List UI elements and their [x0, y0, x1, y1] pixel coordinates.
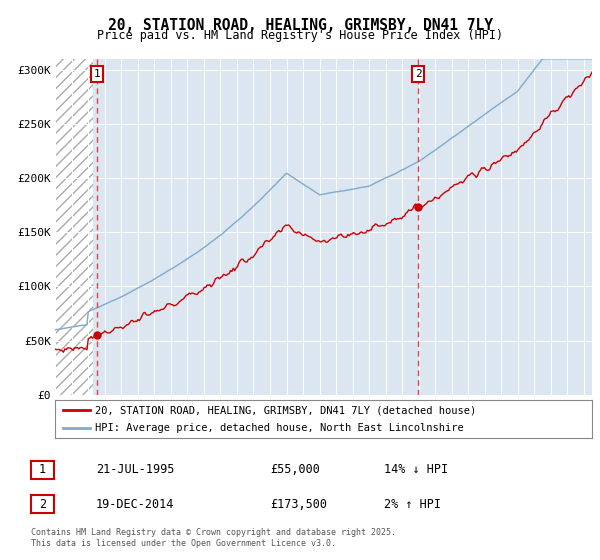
Text: 20, STATION ROAD, HEALING, GRIMSBY, DN41 7LY (detached house): 20, STATION ROAD, HEALING, GRIMSBY, DN41…: [95, 405, 477, 415]
Text: Price paid vs. HM Land Registry's House Price Index (HPI): Price paid vs. HM Land Registry's House …: [97, 29, 503, 42]
Text: 2% ↑ HPI: 2% ↑ HPI: [384, 497, 441, 511]
Text: £173,500: £173,500: [270, 497, 327, 511]
Bar: [55, 59, 93, 395]
Text: 21-JUL-1995: 21-JUL-1995: [96, 463, 175, 477]
Text: 14% ↓ HPI: 14% ↓ HPI: [384, 463, 448, 477]
Text: 19-DEC-2014: 19-DEC-2014: [96, 497, 175, 511]
Text: HPI: Average price, detached house, North East Lincolnshire: HPI: Average price, detached house, Nort…: [95, 423, 464, 433]
Text: 1: 1: [94, 69, 101, 79]
Text: Contains HM Land Registry data © Crown copyright and database right 2025.
This d: Contains HM Land Registry data © Crown c…: [31, 528, 396, 548]
Text: £55,000: £55,000: [270, 463, 320, 477]
Text: 1: 1: [39, 463, 46, 477]
Text: 20, STATION ROAD, HEALING, GRIMSBY, DN41 7LY: 20, STATION ROAD, HEALING, GRIMSBY, DN41…: [107, 18, 493, 33]
Text: 2: 2: [415, 69, 421, 79]
Text: 2: 2: [39, 497, 46, 511]
